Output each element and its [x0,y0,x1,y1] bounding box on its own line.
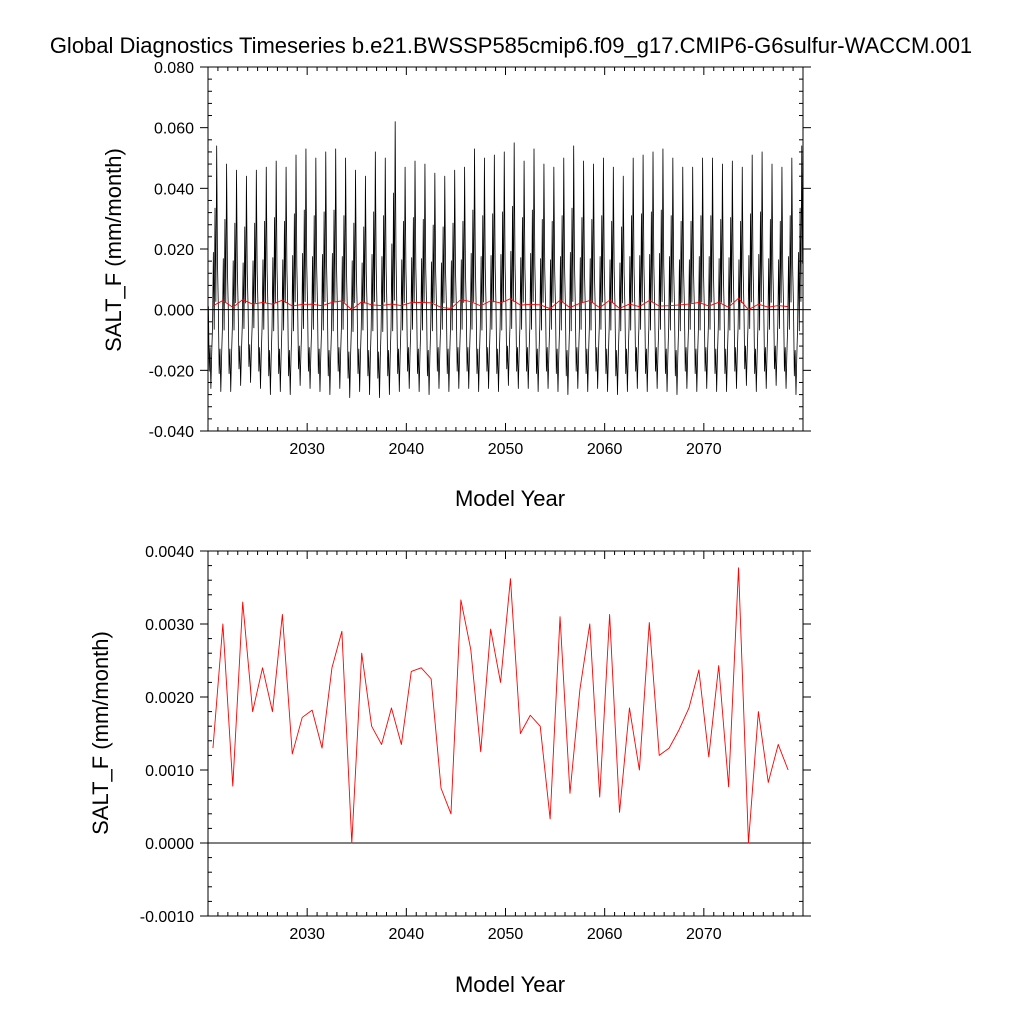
bottom-y-axis-label: SALT_F (mm/month) [88,631,113,835]
bottom-x-tick-label: 2030 [289,926,325,943]
bottom-x-tick-label: 2050 [488,926,524,943]
top-axis-ticks: 2030 2040 2050 2060 2070 -0.040 -0.020 0.000 0.0… [149,60,811,458]
top-y-tick-label: 0.000 [154,303,194,320]
figure-title: Global Diagnostics Timeseries b.e21.BWSS… [50,33,972,58]
bottom-y-tick-label: 0.0030 [145,617,194,634]
top-series-line-annual-mean [212,297,789,311]
bottom-panel: 2030 2040 2050 2060 2070 -0.0010 0.0000 0.0010 0… [88,544,811,997]
top-x-tick-label: 2050 [488,441,524,458]
bottom-plot-frame [207,550,804,917]
bottom-axis-ticks: 2030 2040 2050 2060 2070 -0.0010 0.0000 0.0010 0… [140,544,811,943]
bottom-y-tick-label: 0.0000 [145,836,194,853]
top-x-axis-label: Model Year [455,486,565,511]
bottom-y-tick-label: 0.0040 [145,544,194,561]
top-series-group [208,121,803,399]
top-y-tick-label: 0.020 [154,242,194,259]
top-plot-frame [207,66,804,432]
top-x-tick-label: 2040 [389,441,425,458]
top-y-tick-label: 0.060 [154,121,194,138]
top-series-line-monthly [208,121,803,399]
top-x-tick-label: 2060 [587,441,623,458]
bottom-x-tick-label: 2070 [686,926,722,943]
top-y-axis-label: SALT_F (mm/month) [101,148,126,352]
bottom-y-tick-label: -0.0010 [140,909,194,926]
bottom-x-axis-label: Model Year [455,972,565,997]
top-x-tick-label: 2070 [686,441,722,458]
bottom-x-tick-label: 2040 [389,926,425,943]
top-x-tick-label: 2030 [289,441,325,458]
bottom-x-tick-label: 2060 [587,926,623,943]
bottom-y-tick-label: 0.0010 [145,763,194,780]
top-y-tick-label: 0.080 [154,60,194,77]
top-y-tick-label: -0.040 [149,424,194,441]
top-y-tick-label: -0.020 [149,363,194,380]
bottom-series-group [212,567,789,844]
bottom-y-tick-label: 0.0020 [145,690,194,707]
top-y-tick-label: 0.040 [154,181,194,198]
bottom-series-line-annual-mean [212,567,789,844]
top-panel: 2030 2040 2050 2060 2070 -0.040 -0.020 0.000 0.0… [101,60,811,511]
